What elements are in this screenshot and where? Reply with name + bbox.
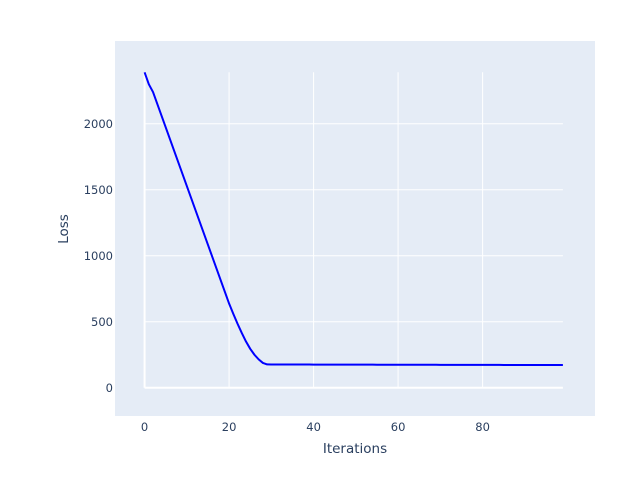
y-tick-label: 500 (91, 315, 113, 329)
y-tick-label: 1000 (84, 249, 113, 263)
y-tick-label: 1500 (84, 183, 113, 197)
x-tick-label: 80 (475, 420, 490, 434)
y-axis-title: Loss (56, 214, 72, 244)
x-axis-title: Iterations (323, 441, 387, 457)
x-tick-label: 0 (141, 420, 148, 434)
y-tick-label: 2000 (84, 117, 113, 131)
y-tick-label: 0 (106, 381, 113, 395)
x-tick-label: 20 (222, 420, 237, 434)
x-tick-label: 40 (306, 420, 321, 434)
plot-background (115, 41, 595, 416)
grid (143, 72, 563, 389)
tick-labels: 0 20 40 60 80 0 500 1000 1500 2000 (84, 117, 490, 434)
series-line (143, 71, 563, 367)
x-tick-label: 60 (391, 420, 406, 434)
